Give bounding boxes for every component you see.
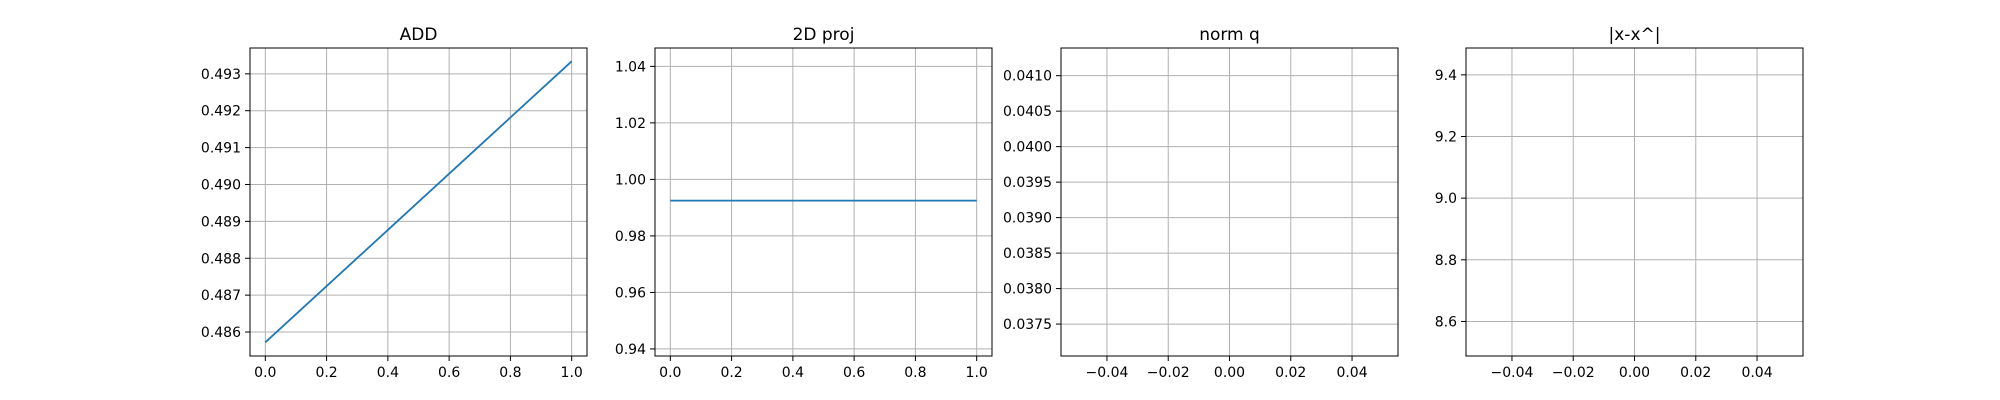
y-tick-label: 0.98 [615,229,646,245]
y-tick-label: 0.489 [201,214,241,230]
x-tick-label: 0.0 [659,365,681,381]
chart-panel: 0.0 0.2 0.4 0.6 0.8 1.0 0.94 0.96 0.98 1.00 1.02 1.… [615,25,993,381]
y-tick-label: 0.0380 [1003,282,1052,298]
x-tick-label: 0.02 [1275,365,1306,381]
x-tick-label: −0.02 [1552,365,1595,381]
x-tick-label: 0.2 [720,365,742,381]
chart-title: ADD [400,25,438,45]
y-tick-label: 1.00 [615,172,646,188]
y-tick-label: 0.0385 [1003,246,1052,262]
y-tick-label: 0.492 [201,104,241,120]
chart-title: 2D proj [793,25,855,45]
y-tick-label: 0.487 [201,288,241,304]
y-tick-label: 0.490 [201,177,241,193]
x-tick-label: 0.0 [254,365,276,381]
y-tick-label: 0.96 [615,285,646,301]
x-tick-label: 0.00 [1214,365,1245,381]
chart-panel: −0.04 −0.02 0.00 0.02 0.04 0.0375 0.0380 0.0385… [1003,25,1399,381]
x-tick-label: −0.04 [1086,365,1129,381]
x-tick-label: 0.04 [1336,365,1367,381]
y-tick-label: 1.04 [615,59,646,75]
y-tick-label: 0.493 [201,67,241,83]
y-tick-label: 0.488 [201,251,241,267]
y-tick-label: 9.4 [1435,68,1457,84]
chart-panel: −0.04 −0.02 0.00 0.02 0.04 8.6 8.8 9.0 9.2 9.4 |x-… [1435,25,1804,381]
y-tick-label: 1.02 [615,116,646,132]
y-tick-label: 0.0390 [1003,211,1052,227]
x-tick-label: 0.6 [438,365,460,381]
x-tick-label: 1.0 [966,365,988,381]
x-tick-label: 0.02 [1680,365,1711,381]
chart-title: norm q [1199,25,1260,45]
y-tick-label: 0.0405 [1003,104,1052,120]
x-tick-label: 1.0 [561,365,583,381]
chart-title: |x-x^| [1609,25,1661,45]
y-tick-label: 0.491 [201,141,241,157]
y-tick-label: 8.8 [1435,253,1457,269]
x-tick-label: 0.4 [782,365,804,381]
x-tick-label: 0.00 [1619,365,1650,381]
y-tick-label: 0.486 [201,325,241,341]
x-tick-label: 0.4 [377,365,399,381]
y-tick-label: 0.0400 [1003,140,1052,156]
y-tick-label: 9.2 [1435,129,1457,145]
x-tick-label: 0.6 [843,365,865,381]
y-tick-label: 0.94 [615,342,646,358]
x-tick-label: 0.2 [315,365,337,381]
x-tick-label: 0.8 [499,365,521,381]
x-tick-label: 0.04 [1741,365,1772,381]
x-tick-label: −0.02 [1147,365,1190,381]
y-tick-label: 8.6 [1435,314,1457,330]
y-tick-label: 9.0 [1435,191,1457,207]
axes-frame [249,47,588,357]
x-tick-label: −0.04 [1491,365,1534,381]
series-line [264,60,573,344]
y-tick-label: 0.0375 [1003,317,1052,333]
y-tick-label: 0.0410 [1003,69,1052,85]
axes-frame [654,47,993,357]
x-tick-label: 0.8 [904,365,926,381]
y-tick-label: 0.0395 [1003,175,1052,191]
chart-panel: 0.0 0.2 0.4 0.6 0.8 1.0 0.486 0.487 0.488 0.489 0.… [201,25,588,381]
